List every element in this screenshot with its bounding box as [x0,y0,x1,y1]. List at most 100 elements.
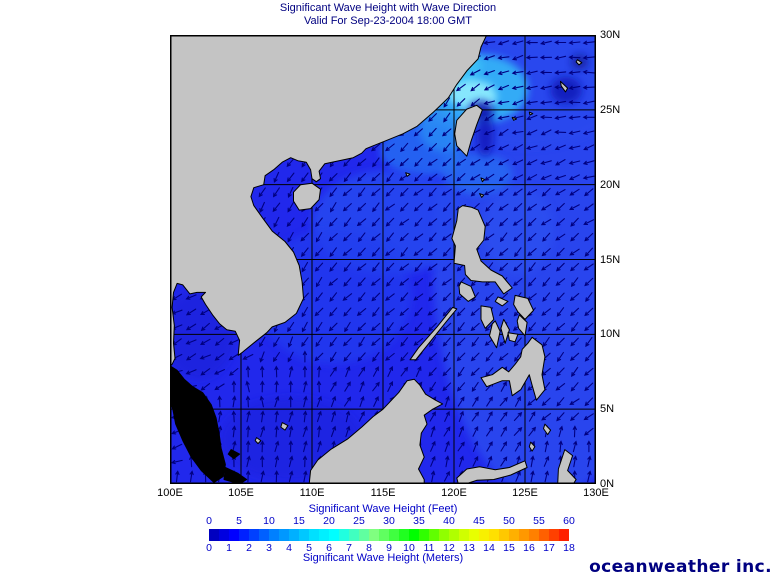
land-samar [513,294,534,320]
land-masbate [494,296,509,307]
colorbar-tick-label: 1 [226,542,232,554]
colorbar-segment [249,529,259,541]
colorbar-tick-label: 50 [503,515,515,527]
land-hainan [293,182,321,211]
valid-time-subtitle: Valid For Sep-23-2004 18:00 GMT [304,15,472,27]
colorbar-tick-label: 10 [403,542,415,554]
y-tick-label: 5N [600,403,615,416]
landmasses [170,35,583,484]
colorbar-segment [509,529,519,541]
colorbar-segment [409,529,419,541]
colorbar-segment [389,529,399,541]
x-tick-label: 120E [441,487,467,499]
land-cebu [500,318,510,344]
land-amami [575,59,583,66]
land-negros [489,320,501,349]
land-mainland-asia [170,35,488,367]
land-natuna [280,422,289,431]
colorbar-segment [369,529,379,541]
colorbar-segment [399,529,409,541]
land-sulawesi-north-arm [456,460,528,484]
land-riau-islands [223,467,248,484]
land-okinawa [560,80,569,93]
colorbar-segment [359,529,369,541]
land-islet-104e2n [227,449,241,460]
colorbar-segment [309,529,319,541]
x-tick-label: 110E [299,487,325,499]
colorbar-tick-label: 4 [286,542,292,554]
land-sangihe-islands [528,441,536,452]
colorbar-segment [339,529,349,541]
colorbar-segment [239,529,249,541]
y-tick-label: 15N [600,253,621,266]
colorbar-tick-label: 6 [326,542,332,554]
colorbar-tick-label: 40 [443,515,455,527]
map-border [170,35,596,484]
colorbar-segment [379,529,389,541]
colorbar-segment [269,529,279,541]
colorbar-tick-label: 16 [523,542,535,554]
x-tick-label: 115E [370,487,396,499]
land-talaud-islands [543,423,552,436]
colorbar-segment [299,529,309,541]
colorbar-tick-label: 60 [563,515,575,527]
colorbar-tick-label: 0 [206,515,212,527]
colorbar-segment [499,529,509,541]
x-tick-label: 125E [512,487,538,499]
colorbar-tick-label: 14 [483,542,495,554]
colorbar-segment [559,529,569,541]
y-tick-label: 25N [600,103,621,116]
colorbar-segment [209,529,219,541]
colorbar-tick-label: 55 [533,515,545,527]
colorbar-segment [519,529,529,541]
colorbar-segment [549,529,559,541]
x-tick-label: 100E [157,487,183,499]
colorbar-segment [329,529,339,541]
colorbar-segment [529,529,539,541]
colorbar-tick-label: 11 [423,542,435,554]
colorbar-segment [439,529,449,541]
colorbar-tick-label: 30 [383,515,395,527]
y-tick-label: 30N [600,29,621,41]
colorbar-segment [219,529,229,541]
land-babuyan-islands [479,193,485,198]
colorbar-tick-label: 45 [473,515,485,527]
colorbar-tick-label: 0 [206,542,212,554]
colorbar-segment [539,529,549,541]
colorbar-segment [429,529,439,541]
colorbar-tick-label: 10 [263,515,275,527]
colorbar-tick-label: 35 [413,515,425,527]
colorbar-tick-label: 3 [266,542,272,554]
colorbar-tick-label: 15 [503,542,515,554]
colorbar-segment [349,529,359,541]
colorbar-segment [289,529,299,541]
land-borneo [308,378,444,484]
colorbar-segment [319,529,329,541]
land-anambas [254,437,262,445]
colorbar-tick-label: 8 [366,542,372,554]
colorbar-tick-label: 15 [293,515,305,527]
colorbar-tick-label: 5 [306,542,312,554]
colorbar-segment [469,529,479,541]
colorbar-tick-label: 13 [463,542,475,554]
colorbar-title-meters: Significant Wave Height (Meters) [302,552,464,564]
wave-height-map [170,35,596,484]
page-title: Significant Wave Height with Wave Direct… [279,2,497,14]
colorbar-tick-label: 25 [353,515,365,527]
wave-height-colorbar [209,529,569,541]
land-ishigaki [511,116,517,121]
land-mindoro [458,281,476,302]
colorbar-tick-label: 9 [386,542,392,554]
colorbar-segment [459,529,469,541]
colorbar-segment [419,529,429,541]
colorbar-tick-label: 5 [236,515,242,527]
land-bohol [507,332,519,343]
land-palawan [409,306,458,361]
land-mindanao [480,336,546,401]
land-miyako [528,111,534,116]
colorbar-tick-label: 18 [563,542,575,554]
colorbar-tick-label: 2 [246,542,252,554]
land-malay-sumatra [170,365,226,483]
colorbar-segment [449,529,459,541]
